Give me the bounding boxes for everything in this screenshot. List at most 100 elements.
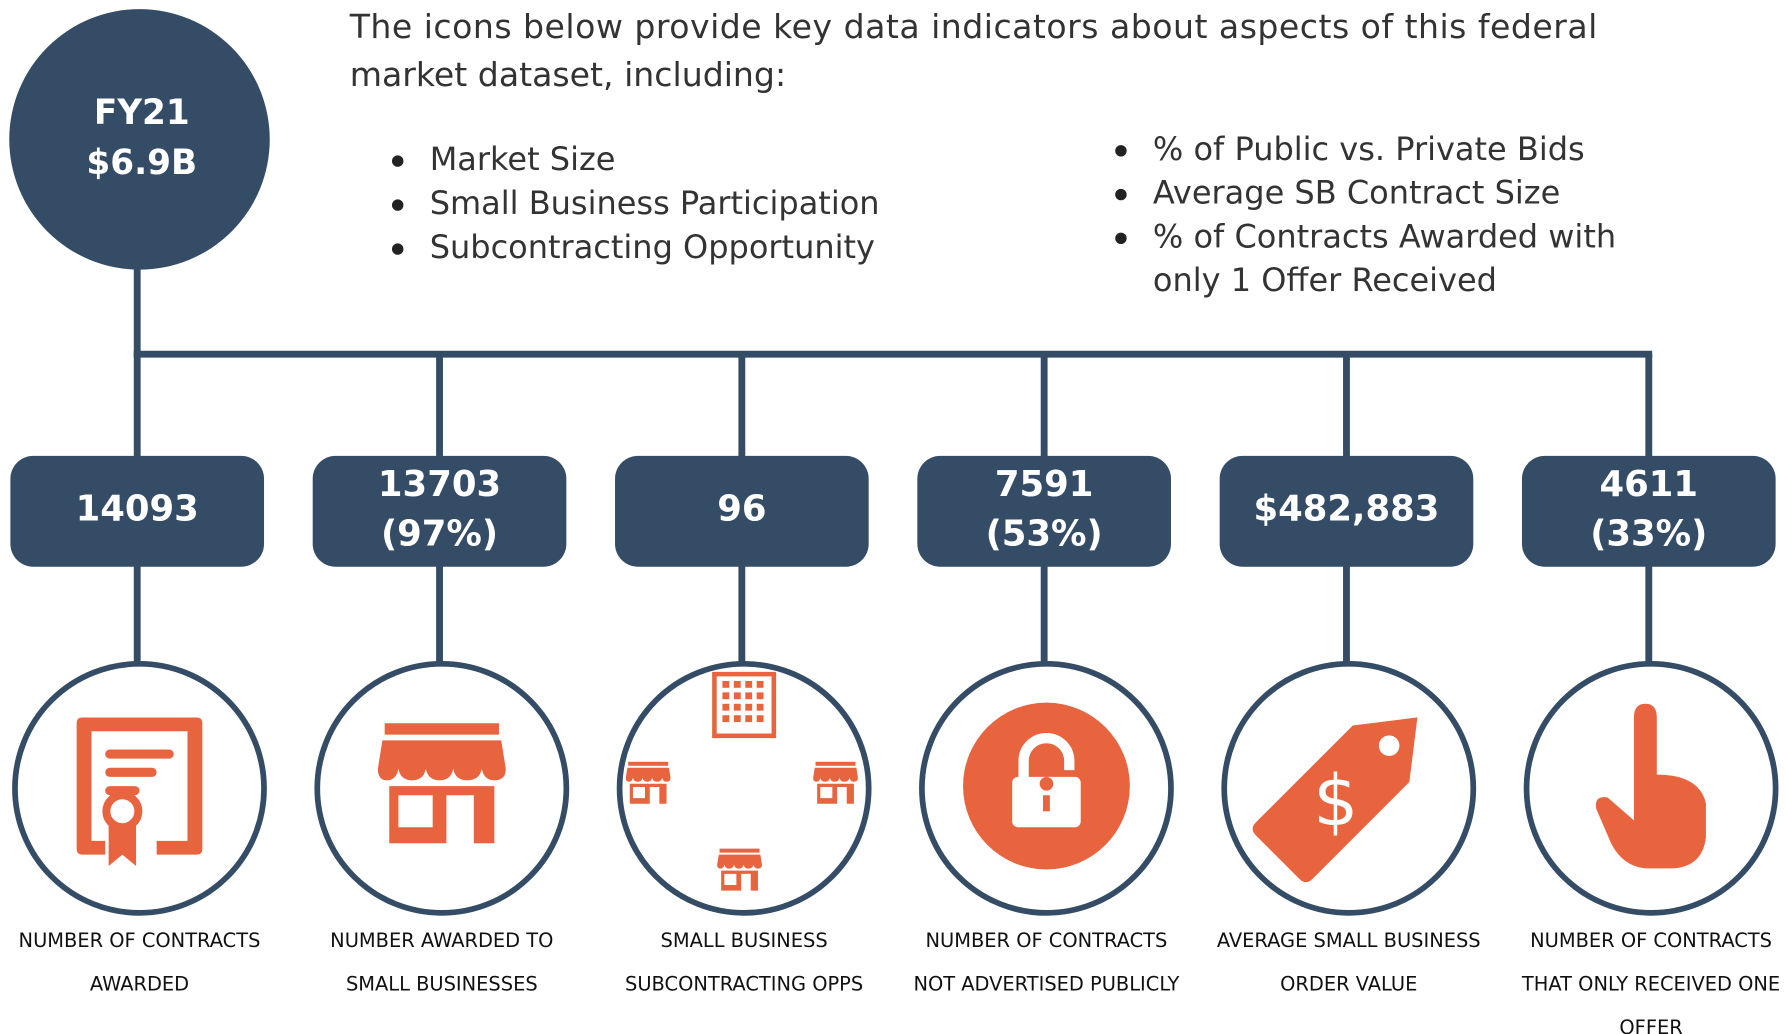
- item-label: SUBCONTRACTING OPPS: [625, 972, 863, 995]
- value-box: [10, 455, 265, 567]
- icon-shape: [815, 761, 856, 766]
- bullet-dot: [391, 199, 404, 211]
- icon-shape: [756, 692, 764, 700]
- icon-shape: [756, 680, 764, 688]
- icon-shape: [813, 767, 858, 782]
- item-label: THAT ONLY RECEIVED ONE: [1521, 972, 1780, 995]
- bullet-dot: [391, 155, 404, 167]
- item-label: NUMBER OF CONTRACTS: [19, 929, 261, 952]
- store-icon: [813, 761, 858, 804]
- icon: [377, 723, 506, 844]
- value-text: 13703: [378, 464, 501, 505]
- value-text: (53%): [986, 513, 1103, 554]
- icon-shape: $: [1313, 759, 1358, 842]
- value-text: 96: [717, 489, 766, 530]
- value-text: (33%): [1590, 513, 1707, 554]
- value-text: $482,883: [1254, 489, 1440, 530]
- store-icon: [377, 723, 506, 844]
- intro-text: market dataset, including:: [350, 55, 786, 94]
- icon-shape: [722, 680, 730, 688]
- bullet-dot: [1115, 232, 1127, 245]
- icon-shape: [756, 703, 764, 711]
- icon-shape: [1378, 735, 1400, 756]
- icon-shape: [389, 786, 495, 844]
- icon-shape: [722, 715, 730, 723]
- icon-shape: [817, 783, 854, 804]
- item-label: SMALL BUSINESSES: [346, 972, 538, 995]
- icon-shape: [108, 824, 137, 867]
- item-label: NUMBER OF CONTRACTS: [1530, 929, 1772, 952]
- value-text: (97%): [381, 513, 498, 554]
- summary-text: $6.9B: [86, 143, 197, 183]
- summary-circle: [9, 9, 270, 270]
- icon-shape: [629, 783, 667, 804]
- value-text: 14093: [76, 489, 199, 530]
- icon-shape: [105, 767, 157, 777]
- icon-shape: [717, 854, 762, 869]
- icon-shape: [1039, 776, 1054, 812]
- icon-shape: [76, 717, 203, 855]
- bullet-dot: [1115, 145, 1127, 157]
- bullet-dot: [1115, 188, 1127, 201]
- summary-text: FY21: [94, 93, 190, 133]
- bullet-text: Market Size: [430, 140, 616, 178]
- icon-shape: [745, 715, 753, 723]
- icon-shape: [745, 703, 753, 711]
- bullet-text: Average SB Contract Size: [1153, 174, 1560, 212]
- value-box: [1219, 455, 1474, 567]
- icon-shape: [1595, 703, 1706, 869]
- icon-shape: [105, 786, 140, 796]
- value-text: 7591: [995, 464, 1094, 505]
- item-label: AVERAGE SMALL BUSINESS: [1217, 929, 1481, 952]
- icon-shape: [628, 761, 669, 766]
- value-box: [1521, 455, 1776, 567]
- item-label: OFFER: [1619, 1016, 1682, 1034]
- bullet-text: Small Business Participation: [430, 184, 880, 222]
- item-label: ORDER VALUE: [1280, 972, 1417, 995]
- value-text: 4611: [1600, 464, 1699, 505]
- icon-shape: [105, 749, 174, 759]
- icon-shape: [733, 715, 741, 723]
- value-box: [917, 455, 1171, 567]
- icon-shape: [756, 715, 764, 723]
- item-label: NOT ADVERTISED PUBLICLY: [913, 972, 1179, 995]
- icon-shape: [745, 680, 753, 688]
- intro-text: The icons below provide key data indicat…: [349, 7, 1598, 46]
- tag-icon: $: [1252, 717, 1418, 883]
- icon-shape: [1018, 733, 1075, 781]
- value-box: [615, 455, 869, 567]
- icon-shape: [1252, 717, 1418, 883]
- building-icon: [712, 671, 777, 739]
- icon-shape: [625, 767, 671, 782]
- icon-shape: [384, 723, 499, 735]
- icon: $: [1252, 717, 1418, 883]
- store-icon: [717, 848, 762, 891]
- icon-shape: [733, 703, 741, 711]
- icon-shape: [745, 692, 753, 700]
- bullet-text: % of Public vs. Private Bids: [1153, 130, 1585, 168]
- icon: [76, 717, 203, 867]
- icon-shape: [721, 870, 758, 891]
- item-label: NUMBER OF CONTRACTS: [926, 929, 1168, 952]
- item-label: SMALL BUSINESS: [661, 929, 828, 952]
- icon: [963, 702, 1130, 870]
- icon-shape: [377, 740, 506, 781]
- bullet-text: % of Contracts Awarded with: [1153, 217, 1616, 255]
- value-box: [312, 455, 567, 567]
- bullet-dot: [391, 243, 404, 255]
- item-label: AWARDED: [90, 972, 189, 995]
- icon-shape: [722, 703, 730, 711]
- icon-shape: [733, 692, 741, 700]
- item-label: NUMBER AWARDED TO: [330, 929, 553, 952]
- store-icon: [625, 761, 671, 804]
- icon-circle: [616, 660, 872, 916]
- icon-shape: [733, 680, 741, 688]
- bullet-text: Subcontracting Opportunity: [430, 228, 875, 266]
- icon-shape: [719, 848, 760, 853]
- icon: [625, 671, 858, 891]
- bullet-text: only 1 Offer Received: [1153, 261, 1497, 299]
- icon-shape: [722, 692, 730, 700]
- icon-shape: [712, 671, 777, 739]
- icon: [1595, 703, 1706, 869]
